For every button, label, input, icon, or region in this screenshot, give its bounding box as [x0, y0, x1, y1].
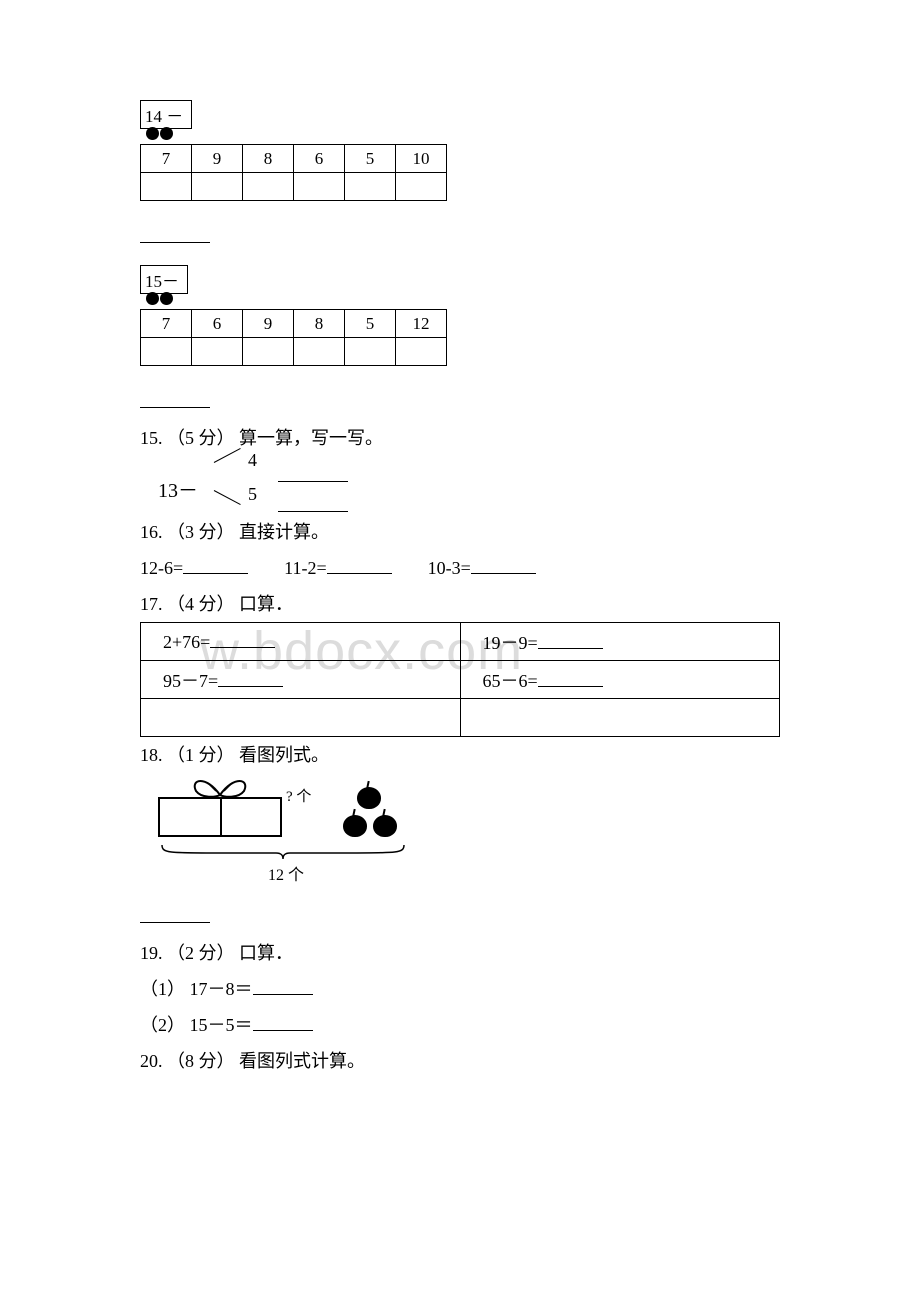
answer-line	[327, 556, 392, 574]
answer-line	[140, 905, 210, 923]
q17-expr: 65－6=	[483, 671, 538, 691]
q20-title: 20. （8 分） 看图列式计算。	[140, 1043, 780, 1079]
answer-line	[278, 494, 348, 512]
q17-table: 2+76= 19－9= 95－7= 65－6=	[140, 622, 780, 737]
q15-diagram: 13－ 4 5	[158, 456, 418, 514]
q15-n1: 4	[248, 450, 257, 471]
cell: 5	[345, 145, 396, 173]
gift-box-right	[220, 797, 282, 837]
train2-wheels	[146, 292, 780, 310]
cell: 8	[243, 145, 294, 173]
cell	[243, 173, 294, 201]
cell: 6	[294, 145, 345, 173]
q17-cell	[460, 699, 780, 737]
cell: 9	[243, 310, 294, 338]
answer-line	[471, 556, 536, 574]
q17-cell	[141, 699, 461, 737]
cell	[192, 338, 243, 366]
train1: 14 － 7 9 8 6 5 10	[140, 100, 780, 201]
q16-expr: 11-2=	[284, 558, 326, 578]
q19-item1: （1） 17－8＝	[140, 971, 780, 1007]
cell	[141, 338, 192, 366]
q16-title: 16. （3 分） 直接计算。	[140, 514, 780, 550]
q17-expr: 19－9=	[483, 633, 538, 653]
cell	[192, 173, 243, 201]
q18-title: 18. （1 分） 看图列式。	[140, 737, 780, 773]
answer-line	[140, 390, 210, 408]
q15-base: 13－	[158, 474, 198, 503]
branch-line	[214, 490, 241, 505]
train2: 15－ 7 6 9 8 5 12	[140, 265, 780, 366]
train1-label: 14 －	[140, 100, 192, 129]
q16-expr: 12-6=	[140, 558, 183, 578]
answer-line	[253, 977, 313, 995]
cell: 6	[192, 310, 243, 338]
q17-expr: 95－7=	[163, 671, 218, 691]
cell: 10	[396, 145, 447, 173]
cell	[345, 338, 396, 366]
cell	[294, 338, 345, 366]
q16-row: 12-6= 11-2= 10-3=	[140, 550, 780, 586]
answer-line	[253, 1013, 313, 1031]
q19-expr: （2） 15－5＝	[140, 1015, 253, 1035]
gift-bow-icon	[186, 775, 254, 799]
q17-cell: 19－9=	[460, 623, 780, 661]
q15-n2: 5	[248, 484, 257, 505]
cell	[243, 338, 294, 366]
cell	[396, 173, 447, 201]
cell	[345, 173, 396, 201]
cell: 7	[141, 145, 192, 173]
apple-icon	[372, 811, 398, 837]
train1-table: 7 9 8 6 5 10	[140, 144, 447, 201]
q17-title: 17. （4 分） 口算．	[140, 586, 780, 622]
train1-wheels	[146, 127, 780, 145]
q18-total: 12 个	[268, 861, 304, 885]
answer-line	[183, 556, 248, 574]
answer-line	[218, 669, 283, 687]
cell: 9	[192, 145, 243, 173]
train2-label: 15－	[140, 265, 188, 294]
q16-expr: 10-3=	[428, 558, 471, 578]
q19-item2: （2） 15－5＝	[140, 1007, 780, 1043]
answer-line	[140, 225, 210, 243]
cell: 12	[396, 310, 447, 338]
cell: 7	[141, 310, 192, 338]
gift-box-left	[158, 797, 220, 837]
cell: 8	[294, 310, 345, 338]
cell	[141, 173, 192, 201]
q19-expr: （1） 17－8＝	[140, 979, 253, 999]
q19-title: 19. （2 分） 口算．	[140, 935, 780, 971]
q17-cell: 65－6=	[460, 661, 780, 699]
q17-expr: 2+76=	[163, 632, 210, 652]
brace-icon	[158, 843, 408, 859]
apple-icon	[356, 783, 382, 809]
cell: 5	[345, 310, 396, 338]
apple-icon	[342, 811, 368, 837]
q17-cell: 95－7=	[141, 661, 461, 699]
q18-figure: ? 个 12 个	[158, 779, 438, 899]
answer-line	[538, 631, 603, 649]
cell	[396, 338, 447, 366]
train2-table: 7 6 9 8 5 12	[140, 309, 447, 366]
answer-line	[538, 669, 603, 687]
answer-line	[278, 464, 348, 482]
cell	[294, 173, 345, 201]
q18-qmark: ? 个	[286, 785, 311, 806]
answer-line	[210, 630, 275, 648]
q17-cell: 2+76=	[141, 623, 461, 661]
